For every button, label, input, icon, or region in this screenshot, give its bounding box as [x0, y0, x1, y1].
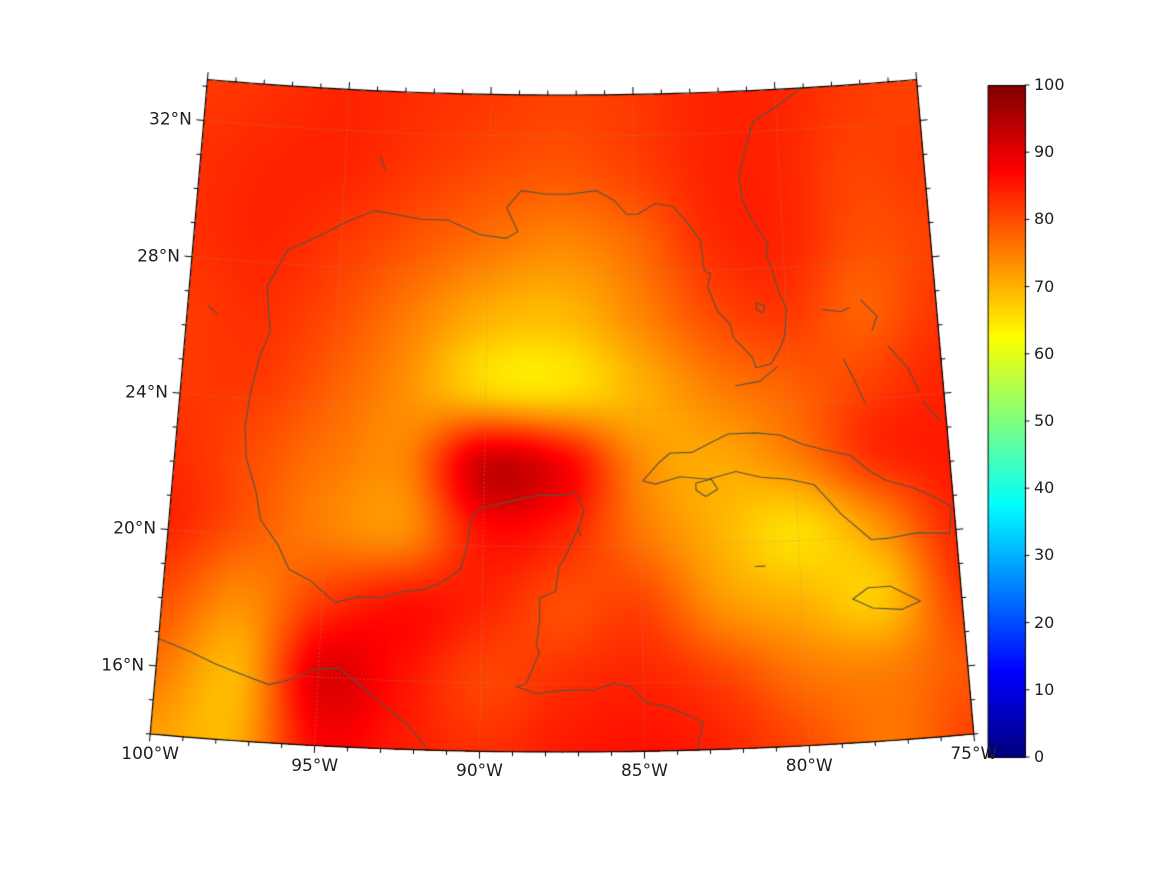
lat-tick-label: 28°N: [137, 246, 180, 267]
colorbar-tick-label: 50: [1034, 411, 1055, 430]
colorbar-tick-label: 10: [1034, 679, 1055, 699]
colorbar-tick-label: 80: [1034, 209, 1055, 229]
lon-tick-label: 100°W: [121, 744, 180, 765]
colorbar-tick-label: 60: [1034, 343, 1055, 363]
lon-tick-label: 90°W: [456, 761, 504, 782]
lon-tick-label: 80°W: [785, 755, 833, 776]
colorbar-tick-label: 90: [1034, 142, 1055, 162]
lon-tick-label: 95°W: [291, 755, 339, 776]
colorbar-tick-label: 70: [1034, 276, 1055, 296]
colorbar-tick-label: 40: [1034, 478, 1055, 498]
colorbar-tick-label: 20: [1034, 612, 1055, 632]
colorbar-tick-label: 0: [1034, 747, 1045, 766]
lat-tick-label: 16°N: [101, 655, 145, 676]
lat-tick-label: 20°N: [113, 518, 157, 539]
colorbar-tick-label: 100: [1034, 75, 1065, 94]
lon-tick-label: 85°W: [620, 761, 668, 782]
lon-tick-label: 75°W: [950, 744, 998, 765]
lat-tick-label: 32°N: [149, 109, 192, 130]
lat-tick-label: 24°N: [125, 382, 168, 403]
colorbar-tick-label: 30: [1034, 545, 1055, 565]
